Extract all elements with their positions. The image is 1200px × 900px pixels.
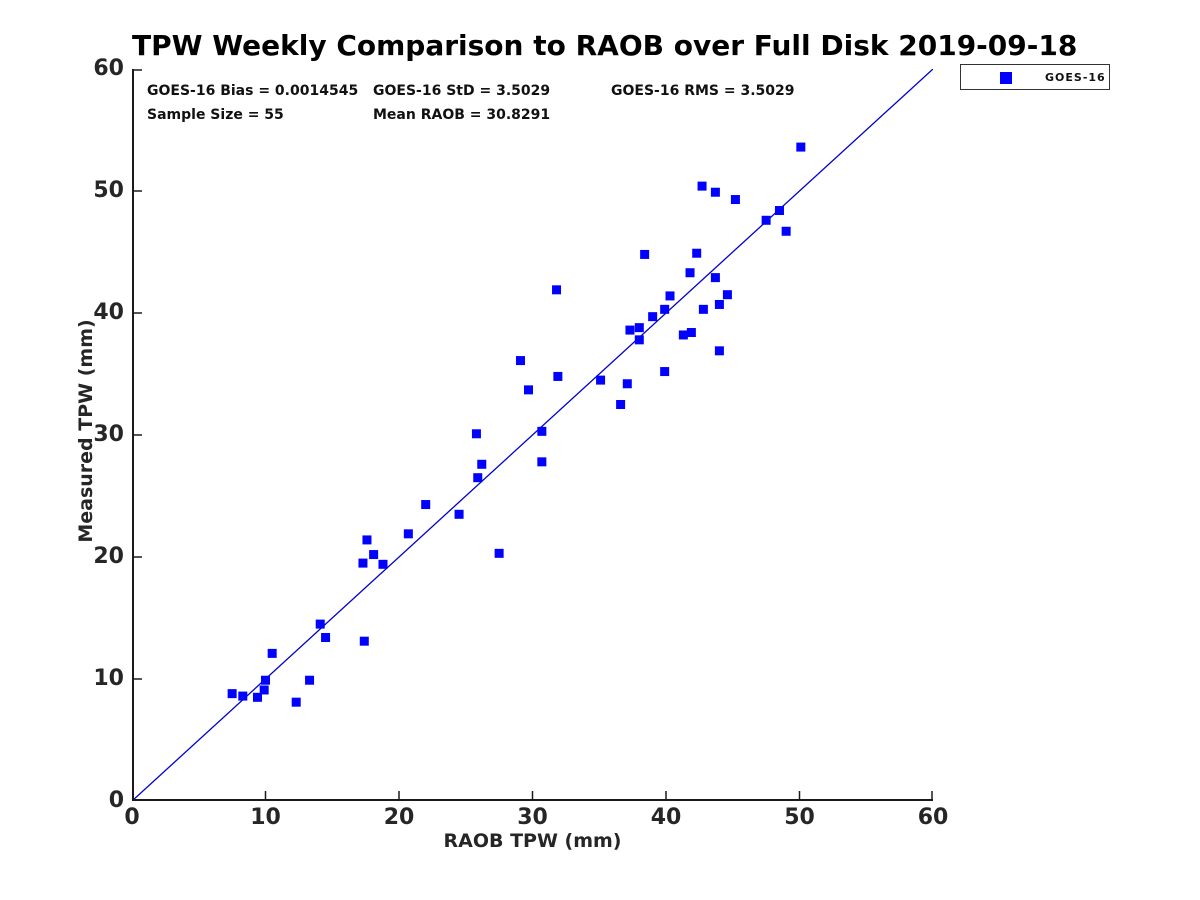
scatter-point	[648, 312, 658, 322]
scatter-point	[660, 367, 670, 377]
scatter-point	[796, 142, 806, 152]
scatter-point	[730, 195, 740, 205]
scatter-point	[261, 675, 270, 685]
x-tick-label: 30	[517, 805, 548, 830]
scatter-point	[473, 473, 483, 483]
y-tick-label: 50	[93, 178, 124, 203]
stat-mean-raob: Mean RAOB = 30.8291	[373, 107, 551, 123]
scatter-point	[665, 291, 675, 301]
scatter-point	[362, 535, 372, 545]
y-tick-label: 10	[93, 666, 124, 691]
scatter-point	[227, 689, 237, 699]
scatter-point	[552, 285, 562, 295]
scatter-point	[305, 675, 315, 685]
stat-rms: GOES-16 RMS = 3.5029	[611, 83, 795, 99]
y-tick-label: 20	[93, 544, 124, 569]
scatter-point	[537, 426, 547, 436]
x-tick-label: 10	[250, 805, 281, 830]
scatter-point	[494, 548, 504, 558]
stat-std: GOES-16 StD = 3.5029	[373, 83, 551, 99]
legend-label: GOES-16	[1045, 71, 1106, 84]
x-tick-label: 60	[917, 805, 949, 830]
scatter-point	[358, 558, 368, 568]
scatter-point	[421, 500, 431, 510]
scatter-point	[477, 459, 487, 469]
scatter-point	[523, 385, 533, 395]
scatter-point	[369, 550, 379, 560]
y-tick-label: 30	[93, 422, 124, 447]
y-tick-label: 40	[93, 300, 124, 325]
reference-line	[132, 69, 933, 801]
scatter-point	[634, 335, 644, 345]
scatter-point	[616, 400, 626, 409]
scatter-plot	[132, 69, 933, 801]
x-tick-label: 40	[650, 805, 682, 830]
y-tick-label: 0	[108, 788, 124, 813]
scatter-point	[678, 330, 688, 340]
scatter-point	[471, 429, 481, 439]
scatter-point	[267, 648, 277, 658]
scatter-point	[692, 248, 702, 258]
scatter-point	[315, 619, 325, 629]
scatter-point	[238, 691, 248, 701]
scatter-point	[625, 325, 635, 335]
scatter-point	[515, 356, 525, 366]
scatter-point	[378, 559, 388, 569]
x-tick-label: 0	[124, 805, 140, 830]
stat-bias: GOES-16 Bias = 0.0014545	[147, 83, 359, 99]
scatter-point	[686, 328, 696, 338]
scatter-point	[403, 529, 413, 539]
scatter-point	[698, 304, 708, 314]
scatter-point	[252, 692, 262, 702]
scatter-point	[714, 346, 724, 356]
plot-area	[132, 69, 933, 801]
scatter-point	[291, 697, 301, 707]
x-tick-label: 50	[784, 805, 815, 830]
scatter-point	[714, 299, 724, 309]
scatter-point	[697, 181, 707, 191]
scatter-point	[640, 249, 650, 259]
scatter-point	[359, 636, 369, 646]
scatter-point	[454, 509, 464, 519]
scatter-point	[685, 268, 695, 278]
scatter-point	[774, 206, 784, 216]
legend-marker-square	[1000, 72, 1012, 84]
chart-title: TPW Weekly Comparison to RAOB over Full …	[132, 29, 1078, 62]
scatter-point	[761, 215, 771, 225]
scatter-point	[781, 226, 791, 236]
scatter-point	[634, 323, 644, 333]
legend: GOES-16	[960, 64, 1110, 90]
stat-sample-size: Sample Size = 55	[147, 107, 284, 123]
x-tick-label: 20	[383, 805, 415, 830]
scatter-point	[596, 375, 606, 385]
scatter-point	[660, 304, 670, 314]
scatter-point	[537, 457, 547, 467]
scatter-point	[722, 290, 732, 300]
scatter-point	[553, 371, 563, 381]
scatter-point	[259, 685, 269, 695]
scatter-point	[321, 633, 331, 643]
scatter-point	[710, 273, 720, 283]
scatter-point	[622, 379, 632, 389]
y-axis-title: Measured TPW (mm)	[75, 319, 97, 543]
x-axis-title: RAOB TPW (mm)	[443, 830, 622, 852]
y-tick-label: 60	[93, 56, 124, 81]
scatter-point	[710, 187, 720, 197]
